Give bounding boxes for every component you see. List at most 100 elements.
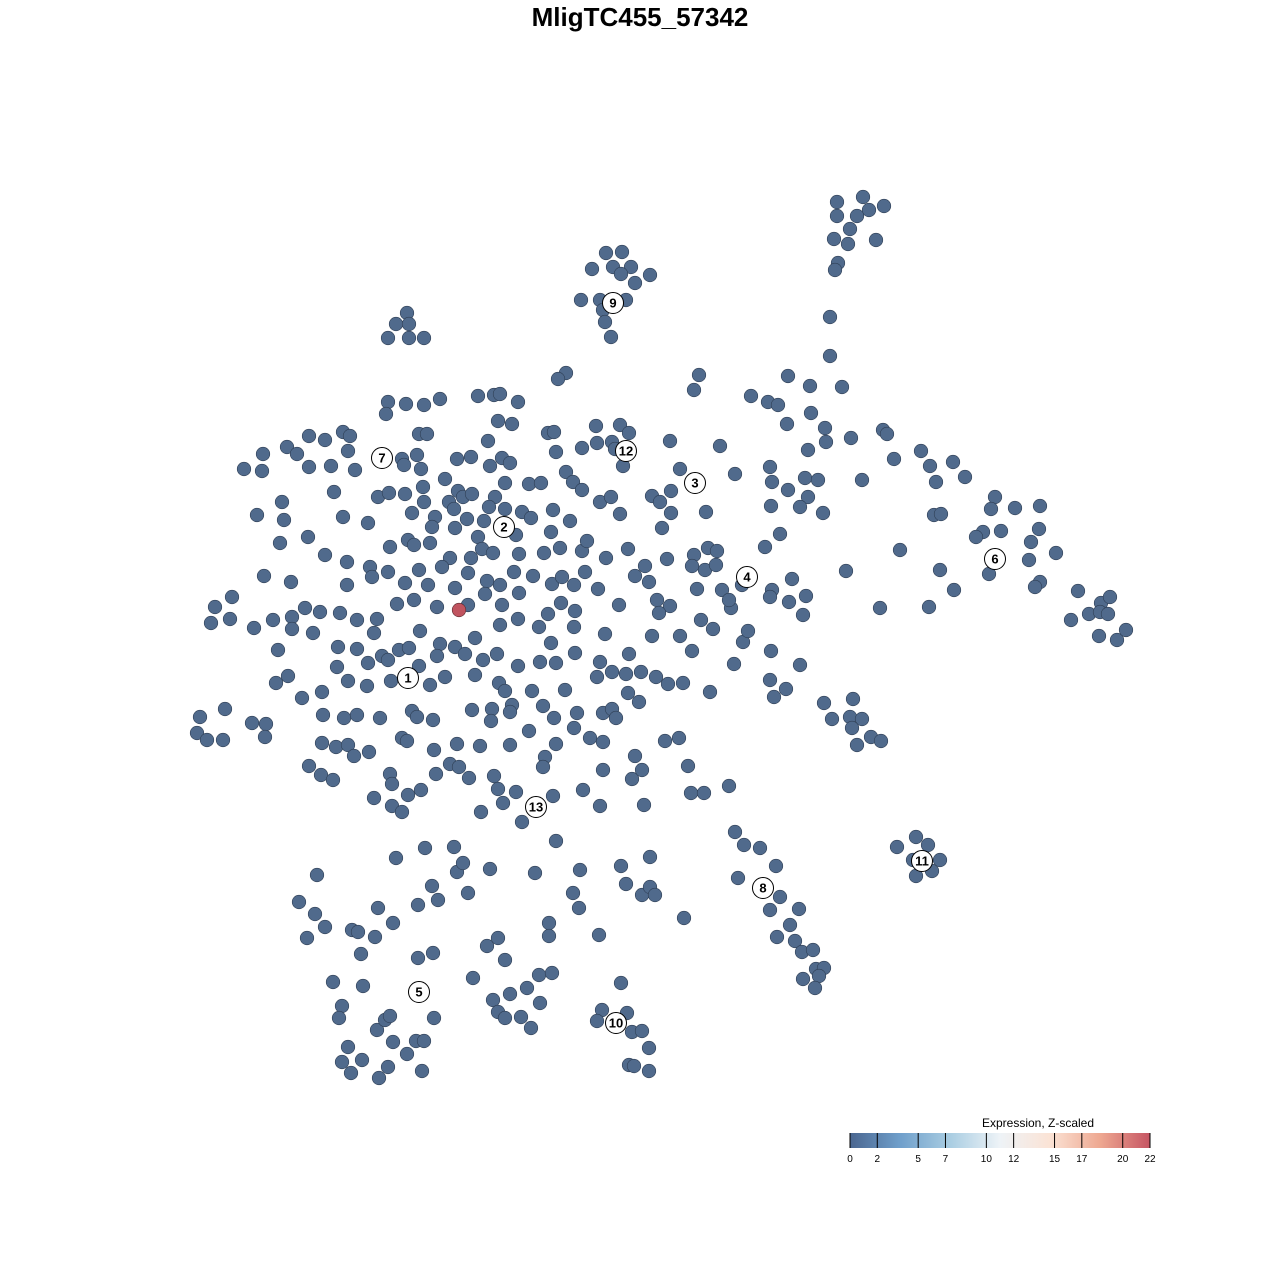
data-point — [660, 676, 676, 692]
data-point — [575, 782, 591, 798]
data-point — [1021, 552, 1037, 568]
data-point — [545, 502, 561, 518]
data-point — [772, 889, 788, 905]
data-point — [843, 430, 859, 446]
data-point — [892, 542, 908, 558]
data-point — [800, 489, 816, 505]
data-point — [807, 980, 823, 996]
data-point — [525, 568, 541, 584]
data-point — [369, 611, 385, 627]
data-point — [922, 458, 938, 474]
data-point — [380, 330, 396, 346]
data-point — [838, 563, 854, 579]
data-point — [795, 607, 811, 623]
data-point — [572, 862, 588, 878]
cluster-label-badge — [602, 292, 624, 314]
data-point — [693, 612, 709, 628]
data-point — [470, 388, 486, 404]
data-point — [347, 462, 363, 478]
data-point — [933, 506, 949, 522]
data-point — [355, 978, 371, 994]
data-point — [489, 646, 505, 662]
data-point — [380, 564, 396, 580]
cluster-label-badge — [911, 850, 933, 872]
data-point — [521, 476, 537, 492]
data-point — [506, 564, 522, 580]
data-point — [378, 406, 394, 422]
data-point — [502, 704, 518, 720]
data-point — [330, 639, 346, 655]
data-point — [494, 597, 510, 613]
data-point — [627, 748, 643, 764]
data-point — [301, 459, 317, 475]
data-point — [464, 702, 480, 718]
cluster-label-badge — [605, 1012, 627, 1034]
data-point — [566, 577, 582, 593]
data-point — [349, 707, 365, 723]
data-point — [849, 208, 865, 224]
data-point — [816, 695, 832, 711]
data-point — [317, 919, 333, 935]
data-point — [553, 595, 569, 611]
data-point — [595, 734, 611, 750]
data-point — [480, 433, 496, 449]
data-point — [432, 636, 448, 652]
data-point — [268, 675, 284, 691]
data-point — [624, 771, 640, 787]
data-point — [382, 1008, 398, 1024]
data-point — [618, 666, 634, 682]
data-point — [671, 730, 687, 746]
data-point — [502, 986, 518, 1002]
data-point — [301, 758, 317, 774]
data-point — [255, 446, 271, 462]
data-point — [672, 461, 688, 477]
data-point — [244, 715, 260, 731]
data-point — [504, 416, 520, 432]
cluster-label-badge — [371, 447, 393, 469]
data-point — [946, 582, 962, 598]
data-point — [879, 426, 895, 442]
data-point — [811, 968, 827, 984]
data-point — [557, 682, 573, 698]
data-point — [399, 733, 415, 749]
data-point — [544, 576, 560, 592]
data-point — [328, 739, 344, 755]
data-point — [541, 928, 557, 944]
data-point — [224, 589, 240, 605]
data-point — [532, 995, 548, 1011]
data-point — [388, 850, 404, 866]
cluster-label: 5 — [408, 981, 430, 1003]
data-point — [340, 1039, 356, 1055]
data-point — [582, 730, 598, 746]
data-point — [822, 348, 838, 364]
data-point — [467, 630, 483, 646]
data-point — [868, 232, 884, 248]
data-point — [524, 683, 540, 699]
data-point — [657, 733, 673, 749]
data-point — [845, 691, 861, 707]
data-point — [397, 575, 413, 591]
cluster-label: 1 — [397, 667, 419, 689]
legend-title: Expression, Z-scaled — [982, 1116, 1094, 1130]
data-point — [272, 535, 288, 551]
data-point — [855, 189, 871, 205]
data-point — [550, 371, 566, 387]
data-point — [340, 673, 356, 689]
data-point — [672, 628, 688, 644]
data-point — [317, 432, 333, 448]
data-point — [651, 605, 667, 621]
data-point-high-expression — [451, 602, 467, 618]
data-point — [861, 202, 877, 218]
data-point — [331, 1010, 347, 1026]
legend-tick-label: 2 — [874, 1154, 880, 1165]
data-point — [217, 701, 233, 717]
data-point — [417, 840, 433, 856]
data-point — [1102, 589, 1118, 605]
legend-tick-label: 20 — [1117, 1154, 1129, 1165]
data-point — [684, 558, 700, 574]
data-point — [579, 533, 595, 549]
data-point — [340, 443, 356, 459]
data-point — [886, 451, 902, 467]
data-point — [511, 585, 527, 601]
